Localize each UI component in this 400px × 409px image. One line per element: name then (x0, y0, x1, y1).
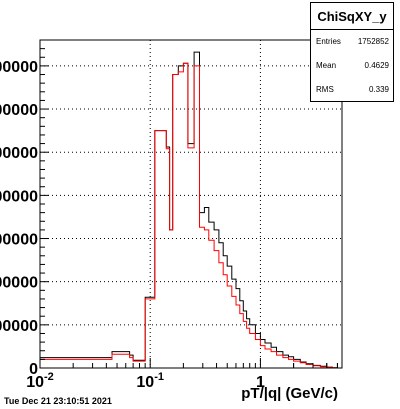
stats-label: RMS (316, 85, 334, 94)
x-tick-label: 1 (256, 374, 265, 391)
stats-label: Mean (316, 61, 337, 70)
series-line-0 (40, 51, 342, 369)
x-tick-label: 10-2 (26, 371, 54, 391)
stats-label: Entries (316, 37, 341, 46)
plot-frame (39, 39, 343, 369)
stats-box: ChiSqXY_y Entries 1752852 Mean 0.4629 RM… (310, 2, 394, 102)
stats-row-mean: Mean 0.4629 (316, 61, 389, 70)
stats-row-entries: Entries 1752852 (316, 37, 389, 46)
x-tick-label: 10-1 (136, 371, 164, 391)
stats-row-rms: RMS 0.339 (316, 85, 389, 94)
histogram-series (40, 51, 342, 369)
x-axis-label: pT/|q| (GeV/c) (241, 385, 338, 402)
stats-value: 0.339 (368, 85, 389, 94)
stats-value: 1752852 (357, 37, 389, 46)
stats-value: 0.4629 (364, 61, 389, 70)
series-line-1 (40, 62, 342, 369)
grid-lines (39, 40, 342, 368)
timestamp: Tue Dec 21 23:10:51 2021 (4, 396, 112, 406)
stats-title: ChiSqXY_y (311, 3, 393, 30)
axis-ticks: 00000000000000000000000000000000000010-2… (0, 39, 338, 391)
y-tick-label: 0 (29, 361, 38, 378)
